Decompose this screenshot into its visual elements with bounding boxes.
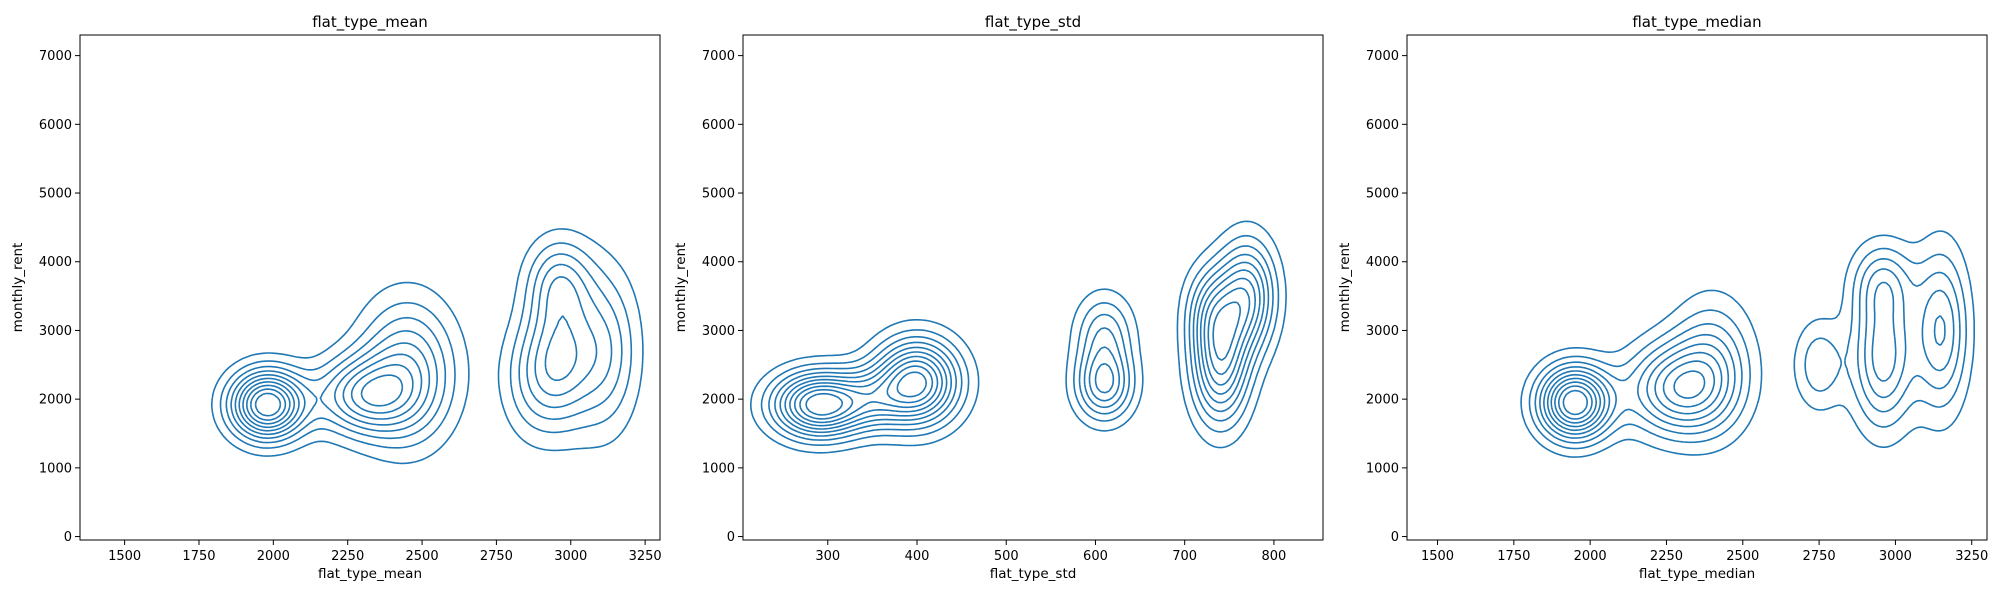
x-tick-label: 3000 [554,549,587,564]
y-tick-label: 6000 [39,118,72,133]
x-tick-label: 1500 [1421,549,1454,564]
x-tick-label: 700 [1172,549,1197,564]
contour-level-4 [1539,268,1955,439]
contour-level-1 [1520,230,1975,458]
y-tick-label: 5000 [1366,187,1399,202]
x-tick-label: 2750 [1803,549,1836,564]
y-tick-label: 7000 [1366,49,1399,64]
contour-lines [750,220,1287,454]
x-axis-label: flat_type_std [990,566,1077,582]
contour-level-9 [1558,385,1593,420]
y-tick-label: 6000 [702,118,735,133]
contour-level-8 [793,287,1251,424]
x-tick-label: 600 [1083,549,1108,564]
y-tick-label: 4000 [39,255,72,270]
x-tick-label: 2250 [331,549,364,564]
x-tick-label: 2500 [406,549,439,564]
y-tick-label: 0 [1391,530,1399,545]
contour-level-9 [799,301,1241,420]
contour-level-7 [242,363,414,429]
y-tick-label: 7000 [702,49,735,64]
x-axis-label: flat_type_mean [318,566,422,582]
contour-level-5 [1543,281,1946,435]
y-tick-label: 4000 [1366,255,1399,270]
y-tick-label: 1000 [39,461,72,476]
x-tick-label: 800 [1262,549,1287,564]
contour-level-7 [1550,360,1716,428]
axes-frame [79,34,661,541]
y-tick-label: 0 [727,530,735,545]
contour-level-6 [238,315,578,432]
contour-level-6 [1546,351,1723,432]
contour-level-10 [805,371,927,416]
contour-level-3 [1534,258,1961,444]
contour-level-2 [219,242,633,449]
x-tick-label: 400 [905,549,930,564]
y-tick-label: 1000 [702,461,735,476]
contour-level-4 [230,263,613,439]
contour-level-2 [1528,247,1967,450]
x-tick-label: 3250 [629,549,662,564]
y-tick-label: 3000 [702,324,735,339]
contour-level-1 [211,228,644,465]
y-tick-label: 1000 [1366,461,1399,476]
contour-level-4 [774,253,1270,437]
subplot-title: flat_type_std [985,13,1081,32]
subplot-title: flat_type_mean [312,13,428,32]
x-tick-label: 1750 [1497,549,1530,564]
y-axis-label: monthly_rent [10,243,26,333]
contour-level-5 [779,261,1265,434]
y-tick-label: 3000 [1366,324,1399,339]
y-tick-label: 6000 [1366,118,1399,133]
contour-lines [211,228,644,465]
y-tick-label: 5000 [39,187,72,202]
x-tick-label: 3000 [1879,549,1912,564]
x-tick-label: 2000 [1574,549,1607,564]
subplot-1: flat_type_mean 1500 1750 2000 2250 2500 2750 30… [10,13,662,582]
contour-level-3 [225,253,623,444]
y-tick-label: 3000 [39,324,72,339]
x-tick-label: 500 [994,549,1019,564]
x-axis-label: flat_type_median [1639,566,1755,582]
contour-level-1 [750,220,1287,454]
y-tick-label: 4000 [702,255,735,270]
y-tick-label: 0 [64,530,72,545]
x-tick-label: 300 [815,549,840,564]
subplot-2: flat_type_std 300 400 500 600 700 800 0 1000 2000… [673,13,1324,582]
contour-level-8 [246,374,404,425]
contour-level-10 [254,392,282,417]
contour-level-10 [1562,389,1588,416]
y-tick-label: 2000 [1366,393,1399,408]
x-tick-label: 2500 [1726,549,1759,564]
axes-frame [742,34,1324,541]
contour-level-6 [784,269,1261,430]
contour-level-5 [234,276,598,436]
y-tick-label: 5000 [702,187,735,202]
subplot-3: flat_type_median 1500 1750 2000 2250 2500 2750… [1337,13,1988,582]
contour-level-8 [1554,370,1706,424]
x-tick-label: 1750 [182,549,215,564]
y-tick-label: 7000 [39,49,72,64]
x-tick-label: 2250 [1650,549,1683,564]
axes-frame [1406,34,1988,541]
x-tick-label: 2750 [480,549,513,564]
y-tick-label: 2000 [702,393,735,408]
y-axis-label: monthly_rent [673,243,689,333]
y-tick-label: 2000 [39,393,72,408]
contour-level-9 [250,388,287,421]
contour-level-2 [760,234,1280,446]
contour-level-3 [768,245,1274,441]
x-tick-label: 2000 [257,549,290,564]
contour-level-7 [789,277,1256,427]
x-tick-label: 1500 [108,549,141,564]
contour-lines [1520,230,1975,458]
subplot-title: flat_type_median [1632,13,1761,32]
y-axis-label: monthly_rent [1337,243,1353,333]
x-tick-label: 3250 [1955,549,1988,564]
